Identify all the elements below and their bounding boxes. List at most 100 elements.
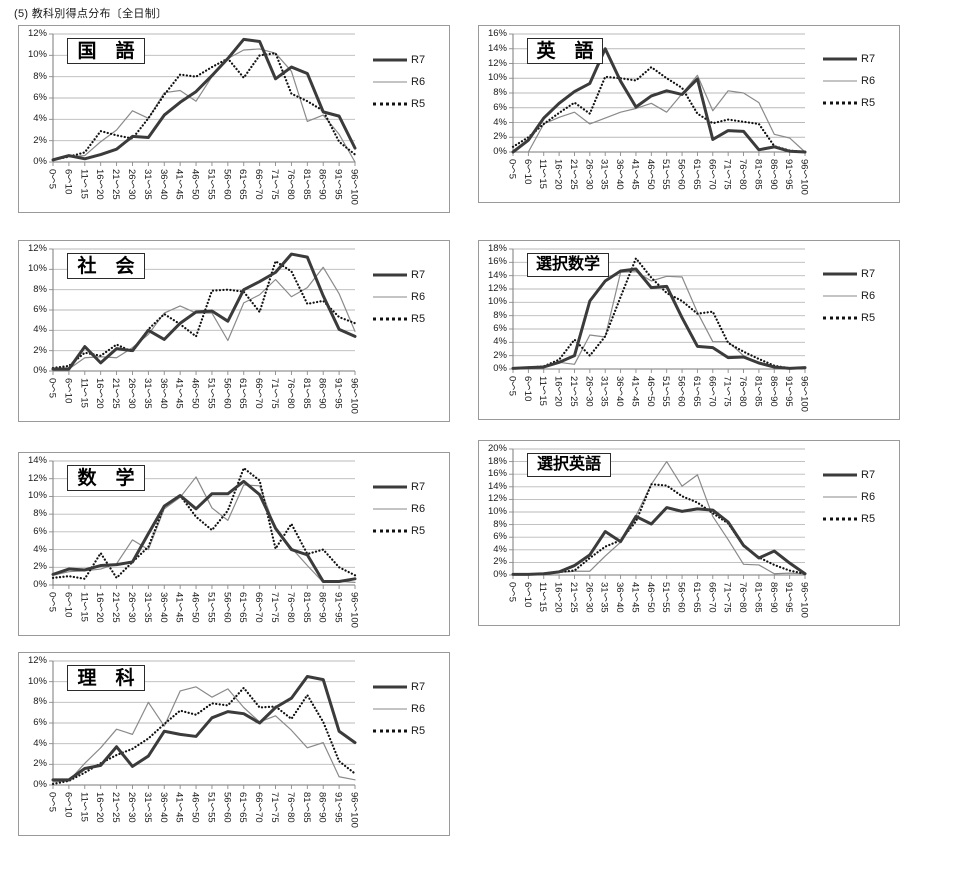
x-axis-tick-label: 61〜65	[237, 378, 249, 409]
x-axis-tick-label: 86〜90	[316, 592, 328, 623]
x-axis-tick-label: 46〜50	[644, 376, 656, 407]
x-axis-tick-label: 96〜100	[348, 169, 360, 205]
y-axis-tick-label: 14%	[487, 269, 507, 281]
y-axis-tick-label: 18%	[487, 455, 507, 467]
x-axis-tick-label: 81〜85	[752, 159, 764, 190]
x-axis-tick-label: 36〜40	[157, 378, 169, 409]
chart-panel-sentaku-sugaku: 0% 2% 4% 6% 8% 10% 12% 14% 16% 18% 0〜5 6〜10 11〜15 16〜…	[478, 240, 900, 420]
x-axis-tick-label: 81〜85	[300, 378, 312, 409]
x-axis-tick-label: 71〜75	[269, 592, 281, 623]
x-axis-tick-label: 96〜100	[798, 159, 810, 195]
x-axis-tick-label: 0〜5	[506, 582, 518, 603]
chart-legend-sugaku: R7 R6 R5	[373, 476, 425, 542]
chart-legend-shakai: R7 R6 R5	[373, 264, 425, 330]
legend-item-r5[interactable]: R5	[373, 93, 425, 115]
x-axis-tick-label: 86〜90	[767, 582, 779, 613]
chart-panel-shakai: 0% 2% 4% 6% 8% 10% 12% 0〜5 6〜10 11〜15 16〜20 21〜25 26…	[18, 240, 450, 422]
legend-item-r5[interactable]: R5	[823, 307, 875, 329]
legend-item-r5[interactable]: R5	[823, 508, 875, 530]
x-tick-marks	[52, 585, 356, 589]
legend-swatch-r6-icon	[823, 491, 857, 503]
chart-body-sugaku: 0% 2% 4% 6% 8% 10% 12% 14% 0〜5 6〜10 11〜15 16〜20 21〜2…	[19, 453, 449, 635]
legend-item-r7[interactable]: R7	[823, 464, 875, 486]
legend-label: R5	[411, 524, 426, 537]
legend-label: R5	[411, 98, 426, 111]
legend-item-r6[interactable]: R6	[823, 285, 875, 307]
y-axis-tick-label: 12%	[487, 57, 507, 69]
x-axis-tick-label: 0〜5	[46, 592, 58, 613]
x-axis-tick-label: 81〜85	[752, 582, 764, 613]
x-axis-tick-label: 46〜50	[644, 582, 656, 613]
x-axis-tick-label: 21〜25	[110, 169, 122, 200]
legend-item-r7[interactable]: R7	[373, 476, 425, 498]
chart-panel-sentaku-eigo: 0% 2% 4% 6% 8% 10% 12% 14% 16% 18% 20% 0〜5 6〜10 11〜15…	[478, 440, 900, 626]
legend-item-r6[interactable]: R6	[823, 486, 875, 508]
legend-item-r5[interactable]: R5	[373, 720, 425, 742]
y-axis-tick-label: 10%	[27, 675, 47, 687]
x-axis-tick-label: 96〜100	[348, 792, 360, 828]
chart-panel-sugaku: 0% 2% 4% 6% 8% 10% 12% 14% 0〜5 6〜10 11〜15 16〜20 21〜2…	[18, 452, 450, 636]
x-axis-tick-label: 0〜5	[506, 159, 518, 180]
y-axis-tick-label: 14%	[487, 42, 507, 54]
y-axis-tick-label: 10%	[27, 49, 47, 61]
y-axis-tick-label: 8%	[33, 696, 47, 708]
legend-item-r6[interactable]: R6	[373, 498, 425, 520]
y-axis-tick-label: 0%	[33, 156, 47, 167]
legend-item-r7[interactable]: R7	[823, 48, 875, 70]
legend-item-r7[interactable]: R7	[373, 264, 425, 286]
x-axis-tick-label: 31〜35	[141, 792, 153, 823]
chart-body-shakai: 0% 2% 4% 6% 8% 10% 12% 0〜5 6〜10 11〜15 16〜20 21〜25 26…	[19, 241, 449, 421]
series-line-r7	[51, 252, 357, 371]
x-axis-tick-label: 21〜25	[567, 376, 579, 407]
x-axis-tick-label: 36〜40	[157, 792, 169, 823]
legend-label: R7	[411, 54, 426, 67]
legend-item-r6[interactable]: R6	[373, 286, 425, 308]
legend-item-r6[interactable]: R6	[823, 70, 875, 92]
x-axis-tick-label: 71〜75	[269, 169, 281, 200]
legend-item-r7[interactable]: R7	[823, 263, 875, 285]
x-axis-tick-label: 16〜20	[94, 592, 106, 623]
y-axis-tick-label: 2%	[493, 349, 507, 361]
x-axis-tick-label: 61〜65	[237, 592, 249, 623]
x-axis-tick-label: 91〜95	[783, 159, 795, 190]
legend-label: R6	[861, 290, 876, 303]
legend-item-r5[interactable]: R5	[823, 92, 875, 114]
x-axis-tick-label: 91〜95	[332, 378, 344, 409]
y-axis-tick-label: 0%	[493, 146, 507, 157]
y-axis-tick-label: 10%	[27, 490, 47, 502]
legend-item-r5[interactable]: R5	[373, 308, 425, 330]
x-axis-tick-label: 81〜85	[300, 792, 312, 823]
series-line-r6	[52, 48, 356, 163]
x-axis-tick-label: 66〜70	[253, 378, 265, 409]
legend-item-r7[interactable]: R7	[373, 676, 425, 698]
x-axis-tick-label: 46〜50	[189, 169, 201, 200]
subject-badge-eigo: 英 語	[527, 38, 603, 64]
x-axis-tick-label: 56〜60	[221, 792, 233, 823]
x-axis-tick-label: 36〜40	[614, 159, 626, 190]
legend-label: R7	[411, 268, 426, 281]
y-axis-tick-label: 8%	[493, 87, 507, 98]
legend-item-r7[interactable]: R7	[373, 49, 425, 71]
plot-area-kokugo	[49, 33, 357, 166]
y-axis-tick-label: 2%	[493, 556, 507, 568]
x-axis-tick-label: 41〜45	[173, 169, 185, 200]
y-axis-tick-label: 6%	[33, 304, 47, 315]
y-axis-tick-label: 0%	[493, 569, 507, 580]
legend-swatch-r7-icon	[823, 53, 857, 65]
x-axis-tick-label: 96〜100	[348, 378, 360, 414]
legend-item-r6[interactable]: R6	[373, 698, 425, 720]
x-axis-tick-label: 41〜45	[173, 592, 185, 623]
legend-item-r6[interactable]: R6	[373, 71, 425, 93]
series-line-r7	[511, 506, 807, 576]
x-axis-tick-label: 6〜10	[62, 592, 74, 618]
legend-item-r5[interactable]: R5	[373, 520, 425, 542]
y-axis-tick-label: 4%	[493, 336, 507, 348]
series-line-r6	[512, 74, 806, 153]
x-axis-tick-label: 81〜85	[300, 592, 312, 623]
x-axis-tick-label: 76〜80	[737, 582, 749, 613]
x-axis-tick-label: 66〜70	[706, 582, 718, 613]
series-line-r5	[511, 257, 807, 370]
x-axis-tick-label: 56〜60	[221, 378, 233, 409]
x-axis-tick-label: 86〜90	[767, 376, 779, 407]
x-axis-tick-label: 31〜35	[141, 378, 153, 409]
